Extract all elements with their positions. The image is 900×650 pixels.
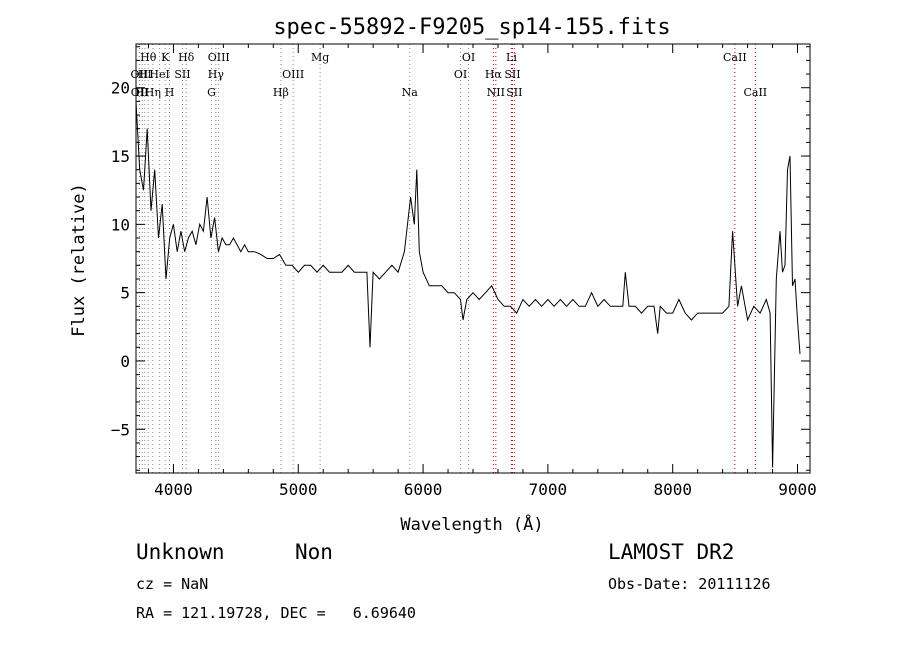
line-label-24: SII: [506, 86, 522, 99]
line-label-3: HI: [138, 68, 152, 81]
line-label-6: K: [161, 51, 170, 64]
x-tick-label-2: 6000: [404, 480, 443, 499]
line-label-22: SII: [504, 68, 520, 81]
y-axis-label: Flux (relative): [69, 183, 89, 337]
x-tick-label-4: 8000: [653, 480, 692, 499]
y-tick-label-2: 5: [120, 284, 130, 303]
y-tick-label-4: 15: [111, 147, 130, 166]
x-tick-label-1: 5000: [279, 480, 318, 499]
observation-date: Obs-Date: 20111126: [608, 575, 771, 593]
line-label-21: Hα: [485, 68, 503, 81]
x-tick-label-0: 4000: [154, 480, 193, 499]
line-label-7: HeI: [149, 68, 169, 81]
line-label-0: Hθ: [140, 51, 157, 64]
line-label-20: Li: [506, 51, 517, 64]
y-tick-label-1: 0: [120, 352, 130, 371]
line-label-16: Hβ: [273, 86, 289, 99]
line-label-14: Mg: [311, 51, 329, 64]
object-subclass: Non: [295, 540, 333, 564]
axis-ticks: 4000 5000 6000 7000 8000 9000 −5 0 5 10 15 20: [111, 44, 817, 499]
plot-frame: [135, 43, 811, 474]
line-label-19: OI: [454, 68, 467, 81]
y-tick-label-5: 20: [111, 79, 130, 98]
line-label-13: G: [207, 86, 216, 99]
line-label-9: SII: [174, 68, 190, 81]
spectrum-line: [135, 101, 801, 468]
chart-title: spec-55892-F9205_sp14-155.fits: [273, 15, 670, 40]
line-label-18: OI: [462, 51, 475, 64]
line-label-2: OII: [131, 86, 149, 99]
line-label-4: HI: [135, 86, 149, 99]
y-tick-label-0: −5: [111, 420, 130, 439]
line-label-12: Hγ: [208, 68, 225, 81]
object-class: Unknown: [136, 540, 225, 564]
x-axis-label: Wavelength (Å): [400, 513, 543, 535]
y-tick-label-3: 10: [111, 215, 130, 234]
line-label-26: CaII: [743, 86, 767, 99]
line-label-17: Na: [402, 86, 419, 99]
x-tick-label-3: 7000: [529, 480, 568, 499]
redshift-cz: cz = NaN: [136, 575, 209, 593]
survey-name: LAMOST DR2: [608, 540, 735, 564]
line-label-11: OIII: [208, 51, 230, 64]
spectral-line-markers: [138, 44, 756, 473]
ra-dec: RA = 121.19728, DEC = 6.69640: [136, 604, 416, 622]
line-label-5: Hη: [145, 86, 161, 99]
line-label-25: CaII: [723, 51, 747, 64]
line-label-10: Hδ: [178, 51, 195, 64]
line-label-8: H: [165, 86, 175, 99]
line-label-23: NII: [487, 86, 505, 99]
line-label-15: OIII: [282, 68, 304, 81]
x-tick-label-5: 9000: [778, 480, 817, 499]
